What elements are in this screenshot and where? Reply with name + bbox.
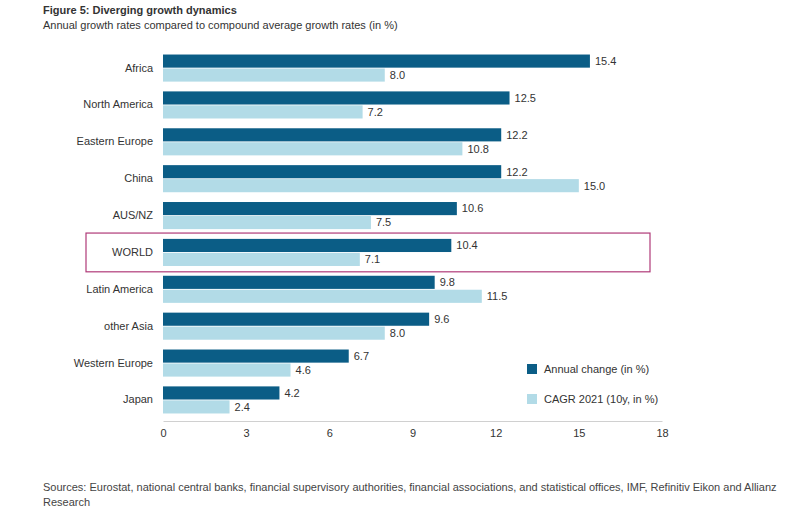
y-tick: other Asia [104,320,163,332]
legend-label: CAGR 2021 (10y, in %) [544,393,658,405]
bar [163,313,429,326]
legend-label: Annual change (in %) [544,363,649,375]
subtitle: Annual growth rates compared to compound… [43,19,398,31]
x-tick: 6 [327,421,333,439]
bar [163,105,363,118]
bar [163,216,371,229]
bar [163,350,349,363]
y-tick: Japan [123,393,163,405]
x-tick: 0 [160,421,166,439]
bar [163,239,451,252]
source-line: Research [43,496,90,508]
x-tick-label: 3 [244,427,250,439]
x-tick-label: 15 [573,427,585,439]
y-tick: Latin America [86,283,163,295]
bar [163,253,360,266]
bar [163,142,462,155]
y-tick: Africa [125,62,163,74]
data-label: 12.2 [506,129,527,141]
y-tick: AUS/NZ [113,209,163,221]
data-label: 11.5 [487,290,508,302]
y-tick: Eastern Europe [77,135,163,147]
data-label: 12.5 [515,92,536,104]
bar [163,276,435,289]
title: Figure 5: Diverging growth dynamics [43,4,237,16]
bar [163,327,385,340]
data-label: 12.2 [506,166,527,178]
y-tick-label: Western Europe [74,357,153,369]
bar [163,363,291,376]
bars [163,55,590,414]
source-line: Sources: Eurostat, national central bank… [43,481,777,493]
legend: Annual change (in %) CAGR 2021 (10y, in %… [527,363,658,405]
bar [163,128,501,141]
chart: Figure 5: Diverging growth dynamics Annua… [0,0,800,519]
y-axis: Africa North America Eastern Europe China AU… [74,62,163,406]
bar [163,290,482,303]
data-label: 15.0 [584,180,605,192]
highlight-box [86,233,650,272]
bar [163,55,590,68]
data-label: 8.0 [390,327,405,339]
source: Sources: Eurostat, national central bank… [43,481,777,508]
data-label: 4.2 [284,387,299,399]
bar [163,400,230,413]
y-tick-label: Eastern Europe [77,135,153,147]
legend-swatch [527,394,537,404]
y-tick-label: Latin America [86,283,154,295]
x-tick: 18 [656,421,668,439]
data-labels: 15.4 12.5 12.2 12.2 10.6 10.4 9.8 9.6 6.7 4.2 8.0 7… [235,55,617,413]
y-tick-label: WORLD [112,246,153,258]
y-tick-label: China [124,172,154,184]
bar [163,179,579,192]
data-label: 9.8 [440,276,455,288]
data-label: 7.2 [368,106,383,118]
x-tick: 3 [244,421,250,439]
data-label: 6.7 [354,350,369,362]
data-label: 9.6 [434,313,449,325]
y-tick-label: AUS/NZ [113,209,154,221]
data-label: 7.1 [365,253,380,265]
x-tick: 9 [410,421,416,439]
x-tick-label: 12 [490,427,502,439]
x-tick-label: 9 [410,427,416,439]
y-tick: Western Europe [74,357,163,369]
x-axis: 0 3 6 9 12 15 18 [160,421,668,439]
x-tick-label: 18 [656,427,668,439]
x-axis-line [164,421,663,422]
data-label: 7.5 [376,216,391,228]
y-tick-label: North America [83,98,154,110]
x-tick: 12 [490,421,502,439]
legend-swatch [527,364,537,374]
y-tick: WORLD [112,246,163,258]
y-tick-label: Africa [125,62,154,74]
data-label: 10.4 [456,239,477,251]
x-tick-label: 0 [160,427,166,439]
x-tick: 15 [573,421,585,439]
y-tick: North America [83,98,163,110]
data-label: 4.6 [296,364,311,376]
y-tick-label: Japan [123,393,153,405]
data-label: 8.0 [390,69,405,81]
y-tick: China [124,172,163,184]
bar [163,68,385,81]
x-tick-label: 6 [327,427,333,439]
bar [163,386,279,399]
bar [163,91,510,104]
bar [163,165,501,178]
bar [163,202,457,215]
data-label: 10.8 [467,143,488,155]
data-label: 10.6 [462,202,483,214]
data-label: 15.4 [595,55,616,67]
data-label: 2.4 [235,401,250,413]
y-tick-label: other Asia [104,320,154,332]
